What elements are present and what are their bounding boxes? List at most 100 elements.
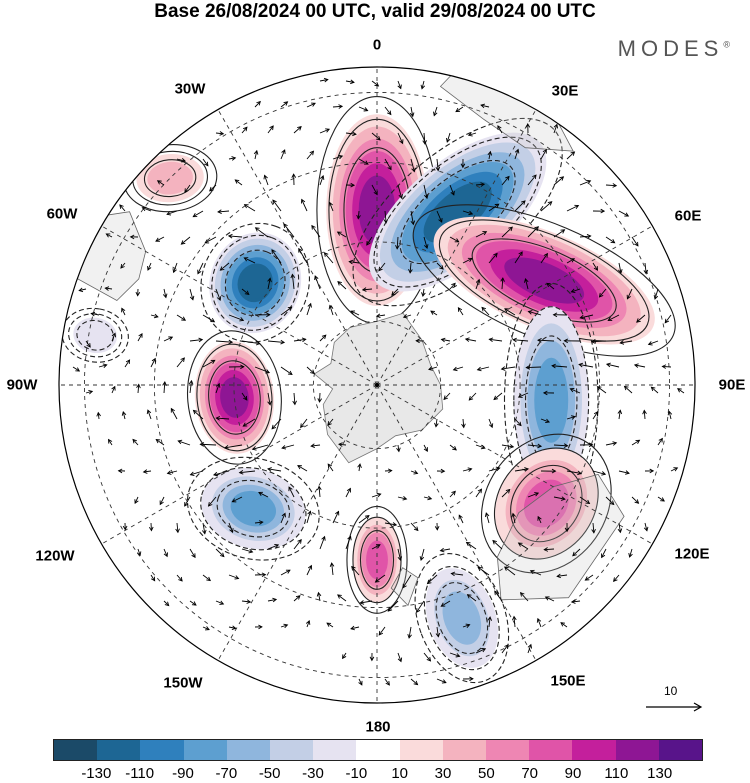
wind-arrowhead xyxy=(207,501,213,507)
wind-arrow xyxy=(410,470,418,474)
colorbar-tick-label: 10 xyxy=(391,765,408,782)
wind-arrow xyxy=(329,305,334,316)
lon-label-30e: 30E xyxy=(551,82,579,100)
wind-arrowhead xyxy=(369,656,375,662)
wind-arrowhead xyxy=(283,623,289,629)
wind-arrow xyxy=(606,363,620,368)
wind-arrow xyxy=(449,184,455,196)
wind-arrowhead xyxy=(335,510,340,516)
wind-arrowhead xyxy=(111,385,116,391)
wind-arrowhead xyxy=(346,487,351,493)
wind-arrow xyxy=(410,158,415,172)
colorbar-tick-label: -10 xyxy=(345,765,368,782)
wind-arrowhead xyxy=(500,366,506,371)
wind-arrow xyxy=(514,200,526,212)
wind-arrowhead xyxy=(223,445,229,450)
wind-arrowhead xyxy=(272,597,278,603)
wind-arrowhead xyxy=(321,535,326,541)
map-title: Base 26/08/2024 00 UTC, valid 29/08/2024… xyxy=(154,1,596,22)
wind-arrow xyxy=(481,307,490,316)
wind-arrowhead xyxy=(624,212,630,217)
wind-arrow xyxy=(215,548,225,557)
wind-arrow xyxy=(378,626,386,636)
wind-arrow xyxy=(613,574,620,582)
wind-arrowhead xyxy=(423,447,428,452)
wind-arrowhead xyxy=(426,656,432,662)
wind-arrowhead xyxy=(508,226,513,232)
wind-arrow xyxy=(300,418,308,428)
wind-arrow xyxy=(441,338,451,342)
wind-arrowhead xyxy=(493,395,499,401)
wind-arrow xyxy=(91,313,100,316)
wind-arrow xyxy=(345,488,351,498)
wind-arrowhead xyxy=(181,316,187,321)
wind-arrowhead xyxy=(482,231,488,236)
colorbar-swatch xyxy=(356,740,400,760)
wind-arrow xyxy=(124,359,130,368)
wind-arrow xyxy=(436,210,443,223)
wind-arrowhead xyxy=(649,468,655,474)
wind-arrowhead xyxy=(263,174,268,180)
wind-arrow xyxy=(241,126,248,134)
wind-arrow xyxy=(293,338,306,342)
wind-arrow xyxy=(662,365,672,368)
wind-arrow xyxy=(147,409,152,420)
wind-arrow xyxy=(228,522,234,533)
meridian-line xyxy=(217,109,378,386)
wind-arrowhead xyxy=(467,257,473,263)
wind-arrowhead xyxy=(413,680,419,686)
wind-arrowhead xyxy=(251,446,257,451)
lon-label-90e: 90E xyxy=(718,376,746,394)
wind-arrowhead xyxy=(402,583,407,589)
wind-arrowhead xyxy=(86,342,91,348)
wind-arrowhead xyxy=(90,311,96,317)
wind-arrow xyxy=(501,444,514,448)
wind-arrow xyxy=(643,410,646,420)
wind-arrow xyxy=(530,570,542,576)
wind-arrowhead xyxy=(122,525,128,531)
wind-arrowhead xyxy=(378,266,383,272)
wind-arrowhead xyxy=(212,471,218,477)
wind-arrowhead xyxy=(358,680,363,686)
wind-arrow xyxy=(202,626,210,630)
wind-arrowhead xyxy=(505,175,510,181)
wind-arrowhead xyxy=(440,337,446,343)
wind-arrow xyxy=(475,444,486,449)
wind-arrow xyxy=(579,364,594,368)
wind-arrowhead xyxy=(374,578,380,583)
wind-arrowhead xyxy=(467,132,473,137)
wind-arrowhead xyxy=(351,565,356,571)
wind-arrowhead xyxy=(468,396,474,401)
wind-arrowhead xyxy=(164,601,170,607)
wind-arrow xyxy=(376,314,386,317)
wind-arrowhead xyxy=(469,676,474,682)
wind-arrowhead xyxy=(383,219,389,224)
negative-anomaly-lon135w xyxy=(186,456,320,561)
wind-arrowhead xyxy=(178,576,183,582)
wind-arrow xyxy=(108,439,113,446)
wind-arrowhead xyxy=(410,220,416,226)
wind-arrowhead xyxy=(408,268,413,274)
wind-arrowhead xyxy=(512,337,517,343)
wind-arrow xyxy=(423,496,432,500)
wind-arrowhead xyxy=(488,337,494,343)
wind-arrow xyxy=(271,418,282,430)
wind-arrow xyxy=(319,175,324,186)
wind-arrow xyxy=(202,574,211,581)
wind-arrow xyxy=(475,648,486,654)
wind-arrowhead xyxy=(560,622,566,627)
wind-arrowhead xyxy=(378,630,384,636)
wind-arrow xyxy=(397,496,407,500)
wind-arrowhead xyxy=(487,150,493,156)
wind-arrowhead xyxy=(420,84,426,90)
wind-arrow xyxy=(422,288,425,297)
wind-arrowhead xyxy=(493,252,498,258)
wind-arrowhead xyxy=(439,547,445,553)
positive-anomaly-lon45w xyxy=(122,144,218,213)
wind-arrow xyxy=(105,287,113,290)
wind-arrowhead xyxy=(258,520,264,525)
wind-arrow xyxy=(585,574,594,581)
wind-arrow xyxy=(345,80,355,83)
wind-arrow xyxy=(202,314,215,323)
wind-arrow xyxy=(319,536,326,550)
